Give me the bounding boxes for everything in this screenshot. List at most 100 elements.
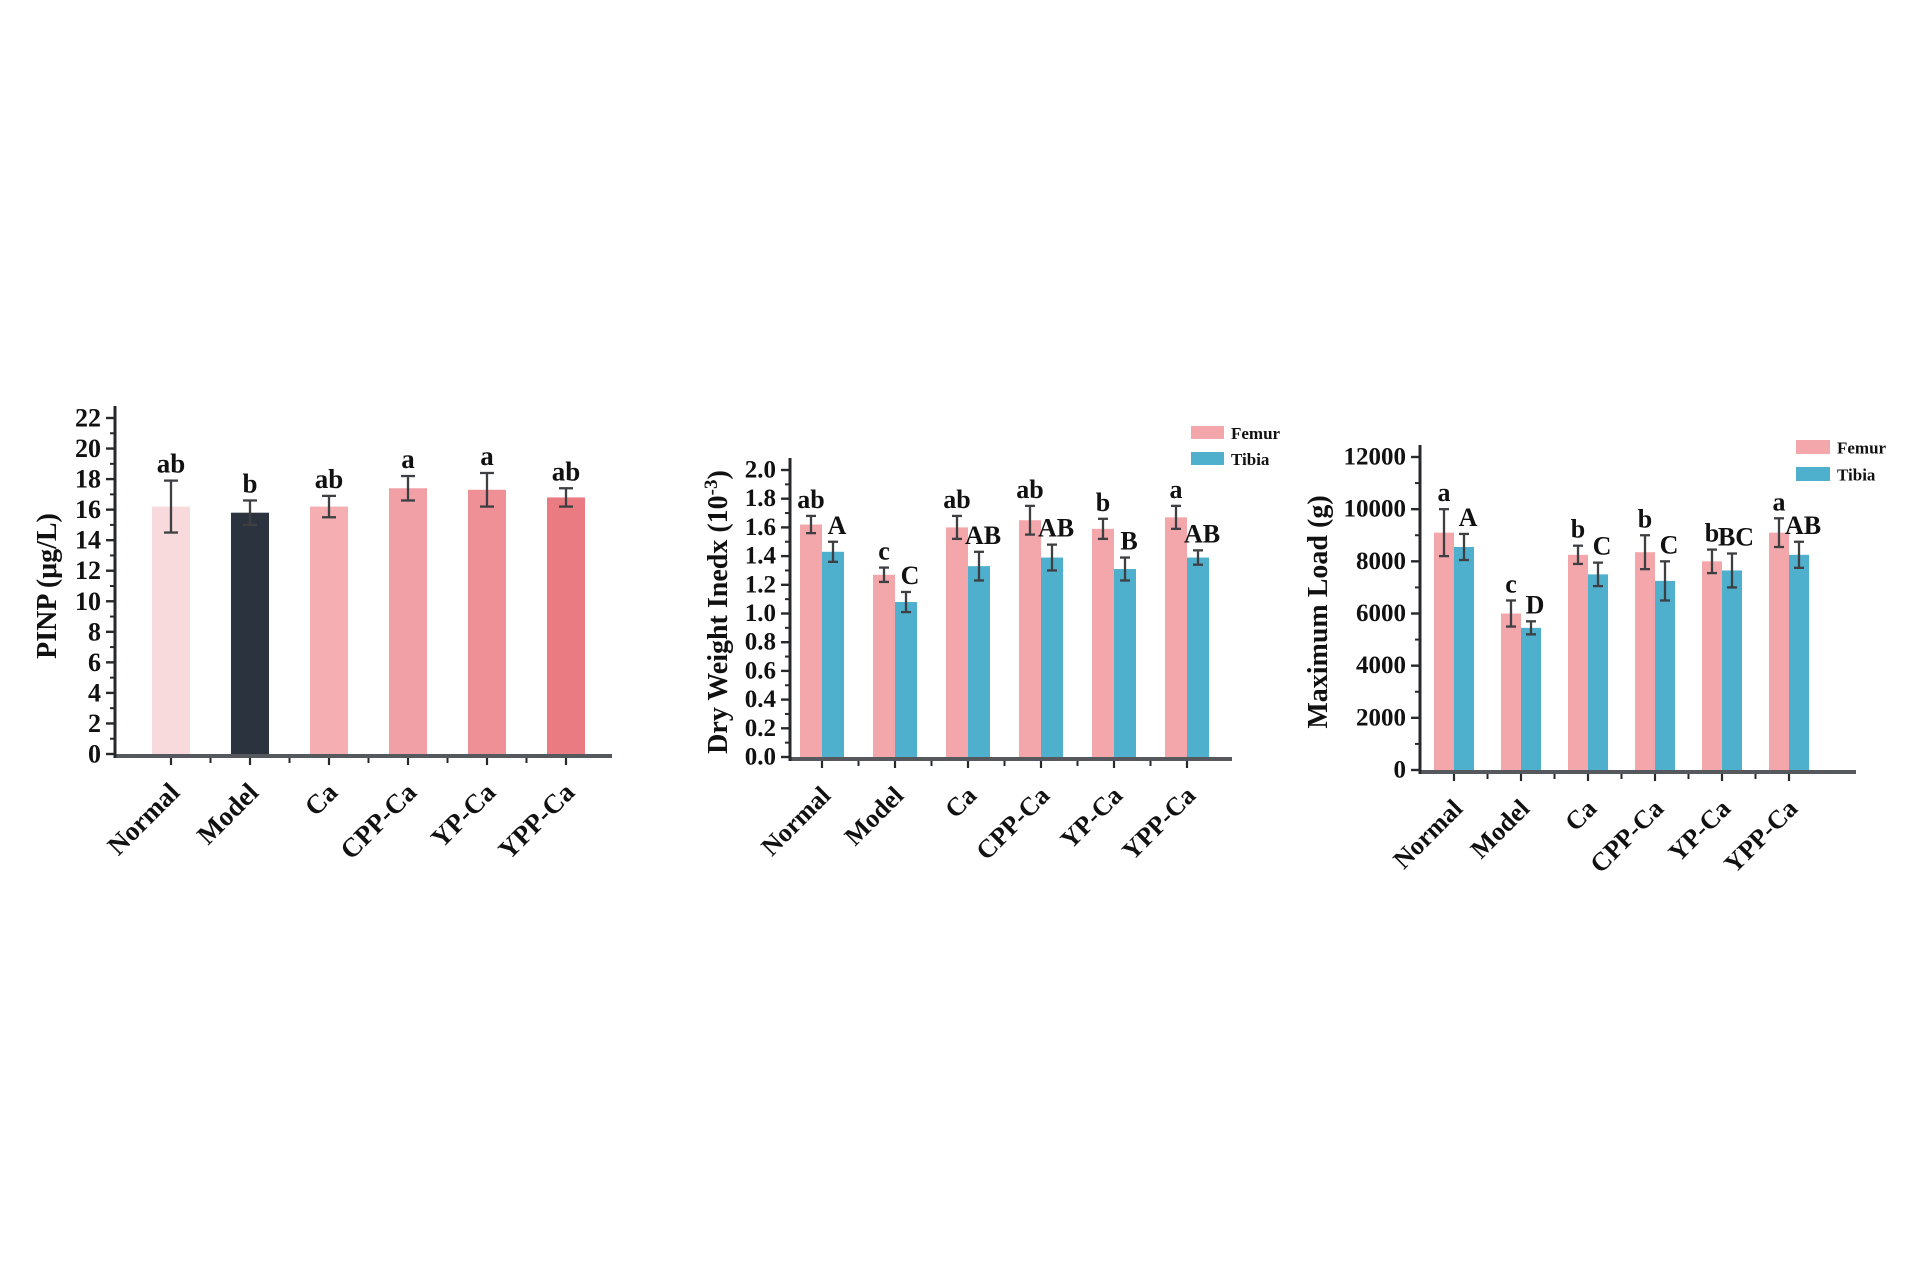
y-tick-label: 12000 — [1344, 444, 1407, 471]
significance-label: a — [1773, 487, 1786, 516]
y-tick-label: 4000 — [1356, 652, 1406, 679]
y-tick-label: 2 — [88, 709, 101, 738]
bar — [1114, 569, 1136, 759]
y-tick-label: 18 — [75, 465, 101, 494]
bar — [946, 527, 968, 759]
significance-label: b — [1096, 488, 1110, 517]
legend-label-tibia: Tibia — [1837, 466, 1876, 485]
y-tick-label: 0.2 — [745, 715, 776, 742]
significance-label: ab — [552, 456, 581, 486]
y-tick-label: 0.0 — [745, 744, 776, 771]
significance-label: B — [1120, 527, 1137, 556]
bar — [800, 524, 822, 759]
y-tick-label: 1.4 — [745, 543, 777, 570]
bar — [468, 489, 506, 756]
bar — [1789, 554, 1809, 772]
bar — [822, 551, 844, 759]
significance-label: ab — [315, 464, 344, 494]
category-label: YP-Ca — [425, 777, 502, 854]
significance-label: b — [1705, 519, 1719, 548]
legend-label-femur: Femur — [1837, 439, 1887, 458]
y-tick-label: 22 — [75, 404, 101, 433]
category-label: Ca — [939, 781, 982, 824]
y-tick-label: 8 — [88, 617, 101, 646]
y-axis-title: Dry Weight Inedx (10-3) — [701, 470, 734, 754]
bar — [231, 512, 269, 756]
bar — [1702, 561, 1722, 772]
legend-swatch-femur — [1796, 440, 1830, 454]
y-tick-label: 1.8 — [745, 485, 776, 512]
significance-label: BC — [1718, 523, 1754, 552]
bar — [547, 497, 585, 756]
y-tick-label: 6000 — [1356, 600, 1406, 627]
bar — [1092, 528, 1114, 759]
y-tick-label: 12 — [75, 556, 101, 585]
y-tick-label: 0.6 — [745, 657, 776, 684]
significance-label: ab — [943, 485, 970, 514]
y-tick-label: 1.0 — [745, 600, 776, 627]
legend-label-tibia: Tibia — [1231, 450, 1270, 469]
bar — [1635, 552, 1655, 772]
significance-label: A — [1459, 503, 1478, 532]
legend-swatch-femur — [1191, 426, 1224, 439]
category-label: Ca — [299, 777, 344, 822]
significance-label: C — [1593, 532, 1612, 561]
bar — [152, 506, 190, 756]
legend: Femur Tibia — [1191, 424, 1281, 469]
significance-label: ab — [797, 485, 824, 514]
significance-label: C — [901, 561, 920, 590]
significance-label: AB — [1785, 511, 1821, 540]
legend: Femur Tibia — [1796, 439, 1887, 485]
significance-label: b — [242, 468, 257, 498]
y-axis-title: Maximum Load (g) — [1303, 495, 1334, 728]
significance-label: ab — [157, 449, 186, 479]
significance-label: C — [1660, 530, 1679, 559]
bar — [1187, 557, 1209, 759]
category-label: YPP-Ca — [1116, 781, 1201, 866]
y-tick-label: 1.6 — [745, 514, 776, 541]
significance-label: D — [1526, 590, 1545, 619]
bar — [1568, 554, 1588, 772]
y-tick-label: 6 — [88, 648, 101, 677]
bar — [389, 488, 427, 756]
bar — [873, 574, 895, 759]
category-label: Model — [191, 777, 265, 851]
significance-label: a — [401, 444, 415, 474]
y-tick-label: 0.4 — [745, 686, 777, 713]
y-tick-label: 0 — [88, 740, 101, 769]
category-label: CPP-Ca — [1584, 794, 1669, 879]
legend-label-femur: Femur — [1231, 424, 1281, 443]
category-label: Normal — [1387, 794, 1468, 875]
significance-label: b — [1638, 504, 1652, 533]
significance-label: AB — [1184, 519, 1220, 548]
bar — [1722, 570, 1742, 772]
category-label: Normal — [101, 777, 185, 861]
y-tick-label: 0.8 — [745, 629, 776, 656]
legend-swatch-tibia — [1796, 467, 1830, 481]
bar — [1041, 557, 1063, 759]
y-tick-label: 0 — [1394, 757, 1407, 784]
y-axis-title: PINP (μg/L) — [32, 513, 63, 659]
category-label: Model — [839, 781, 910, 852]
bar — [1454, 546, 1474, 772]
y-tick-label: 4 — [88, 678, 101, 707]
category-label: Model — [1465, 794, 1536, 865]
significance-label: c — [1505, 569, 1517, 598]
y-tick-label: 20 — [75, 434, 101, 463]
legend-swatch-tibia — [1191, 452, 1224, 465]
y-tick-label: 2000 — [1356, 704, 1406, 731]
y-tick-label: 10000 — [1344, 496, 1407, 523]
significance-label: a — [480, 441, 494, 471]
category-label: CPP-Ca — [970, 781, 1055, 866]
category-label: YPP-Ca — [1718, 794, 1803, 879]
y-tick-label: 10 — [75, 587, 101, 616]
bar — [310, 506, 348, 756]
y-tick-label: 2.0 — [745, 457, 776, 484]
bar — [1501, 613, 1521, 772]
